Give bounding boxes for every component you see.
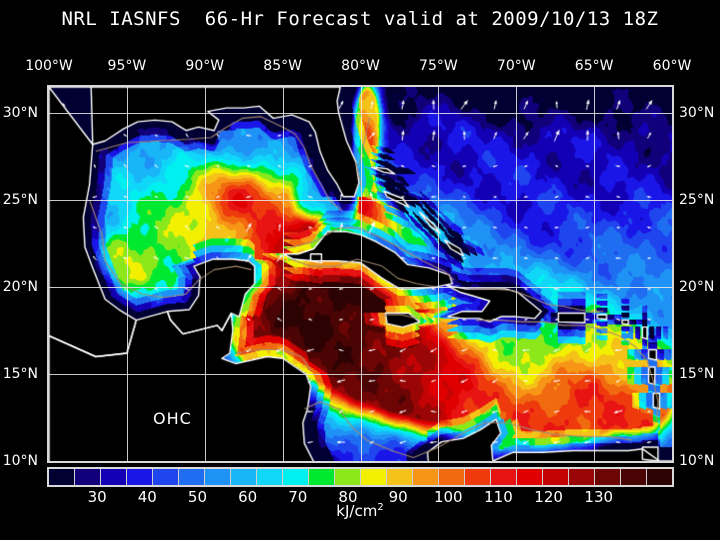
colorbar-swatch — [595, 469, 621, 485]
colorbar-swatch — [283, 469, 309, 485]
colorbar-tick-labels: 30 40 50 60 70 80 90 100 110 120 130 — [47, 488, 674, 508]
colorbar-swatch — [465, 469, 491, 485]
colorbar-swatch — [413, 469, 439, 485]
map-plot-area[interactable]: OHC — [47, 85, 674, 463]
colorbar-tick-label: 50 — [187, 488, 208, 506]
colorbar-swatch — [647, 469, 672, 485]
lat-tick-label: 25°N — [2, 192, 38, 209]
lon-tick-label: 90°W — [185, 58, 225, 74]
lat-tick-label: 10°N — [679, 453, 715, 469]
colorbar-tick-label: 60 — [238, 488, 258, 506]
colorbar-swatch — [621, 469, 647, 485]
lon-tick-label: 95°W — [107, 58, 147, 74]
lat-tick-label: 10°N — [2, 453, 38, 469]
colorbar-swatch — [439, 469, 465, 485]
colorbar-swatch — [335, 469, 361, 485]
lat-tick-label: 15°N — [679, 366, 715, 383]
lon-tick-label: 100°W — [25, 58, 73, 74]
colorbar[interactable] — [47, 467, 674, 487]
colorbar-tick-label: 40 — [137, 488, 157, 506]
colorbar-swatch — [231, 469, 257, 485]
colorbar-swatch — [205, 469, 231, 485]
colorbar-units-label: kJ/cm2 — [336, 502, 384, 520]
lat-tick-label: 25°N — [679, 192, 715, 209]
colorbar-swatch — [517, 469, 543, 485]
lat-tick-label: 20°N — [2, 279, 38, 296]
colorbar-swatch — [179, 469, 205, 485]
colorbar-tick-label: 90 — [388, 488, 408, 506]
colorbar-swatch — [491, 469, 517, 485]
colorbar-swatch — [257, 469, 283, 485]
colorbar-tick-label: 70 — [288, 488, 308, 506]
colorbar-swatch — [309, 469, 335, 485]
lon-tick-label: 70°W — [496, 58, 536, 74]
lat-tick-label: 20°N — [679, 279, 715, 296]
colorbar-swatch — [153, 469, 179, 485]
colorbar-tick-label: 30 — [87, 488, 107, 506]
colorbar-tick-label: 80 — [338, 488, 358, 506]
lat-tick-label: 15°N — [2, 366, 38, 383]
colorbar-tick-label: 130 — [584, 488, 614, 506]
colorbar-tick-label: 100 — [433, 488, 463, 506]
colorbar-swatch — [387, 469, 413, 485]
colorbar-swatch — [569, 469, 595, 485]
page-title: NRL IASNFS 66-Hr Forecast valid at 2009/… — [61, 8, 659, 30]
colorbar-tick-label: 110 — [484, 488, 513, 506]
lon-tick-label: 85°W — [263, 58, 302, 74]
colorbar-tick-label: 120 — [534, 488, 563, 506]
ohc-heatmap-canvas — [49, 87, 672, 461]
lon-tick-label: 80°W — [341, 58, 380, 74]
colorbar-swatch — [543, 469, 569, 485]
lon-tick-label: 65°W — [574, 58, 614, 74]
ohc-variable-label: OHC — [153, 409, 192, 428]
colorbar-swatch — [101, 469, 127, 485]
lon-tick-label: 60°W — [652, 58, 692, 74]
colorbar-swatch — [361, 469, 387, 485]
colorbar-swatch — [127, 469, 153, 485]
colorbar-swatch — [49, 469, 75, 485]
lon-tick-label: 75°W — [419, 58, 458, 74]
lat-tick-label: 30°N — [679, 105, 715, 122]
colorbar-swatch — [75, 469, 101, 485]
lat-tick-label: 30°N — [2, 105, 38, 122]
